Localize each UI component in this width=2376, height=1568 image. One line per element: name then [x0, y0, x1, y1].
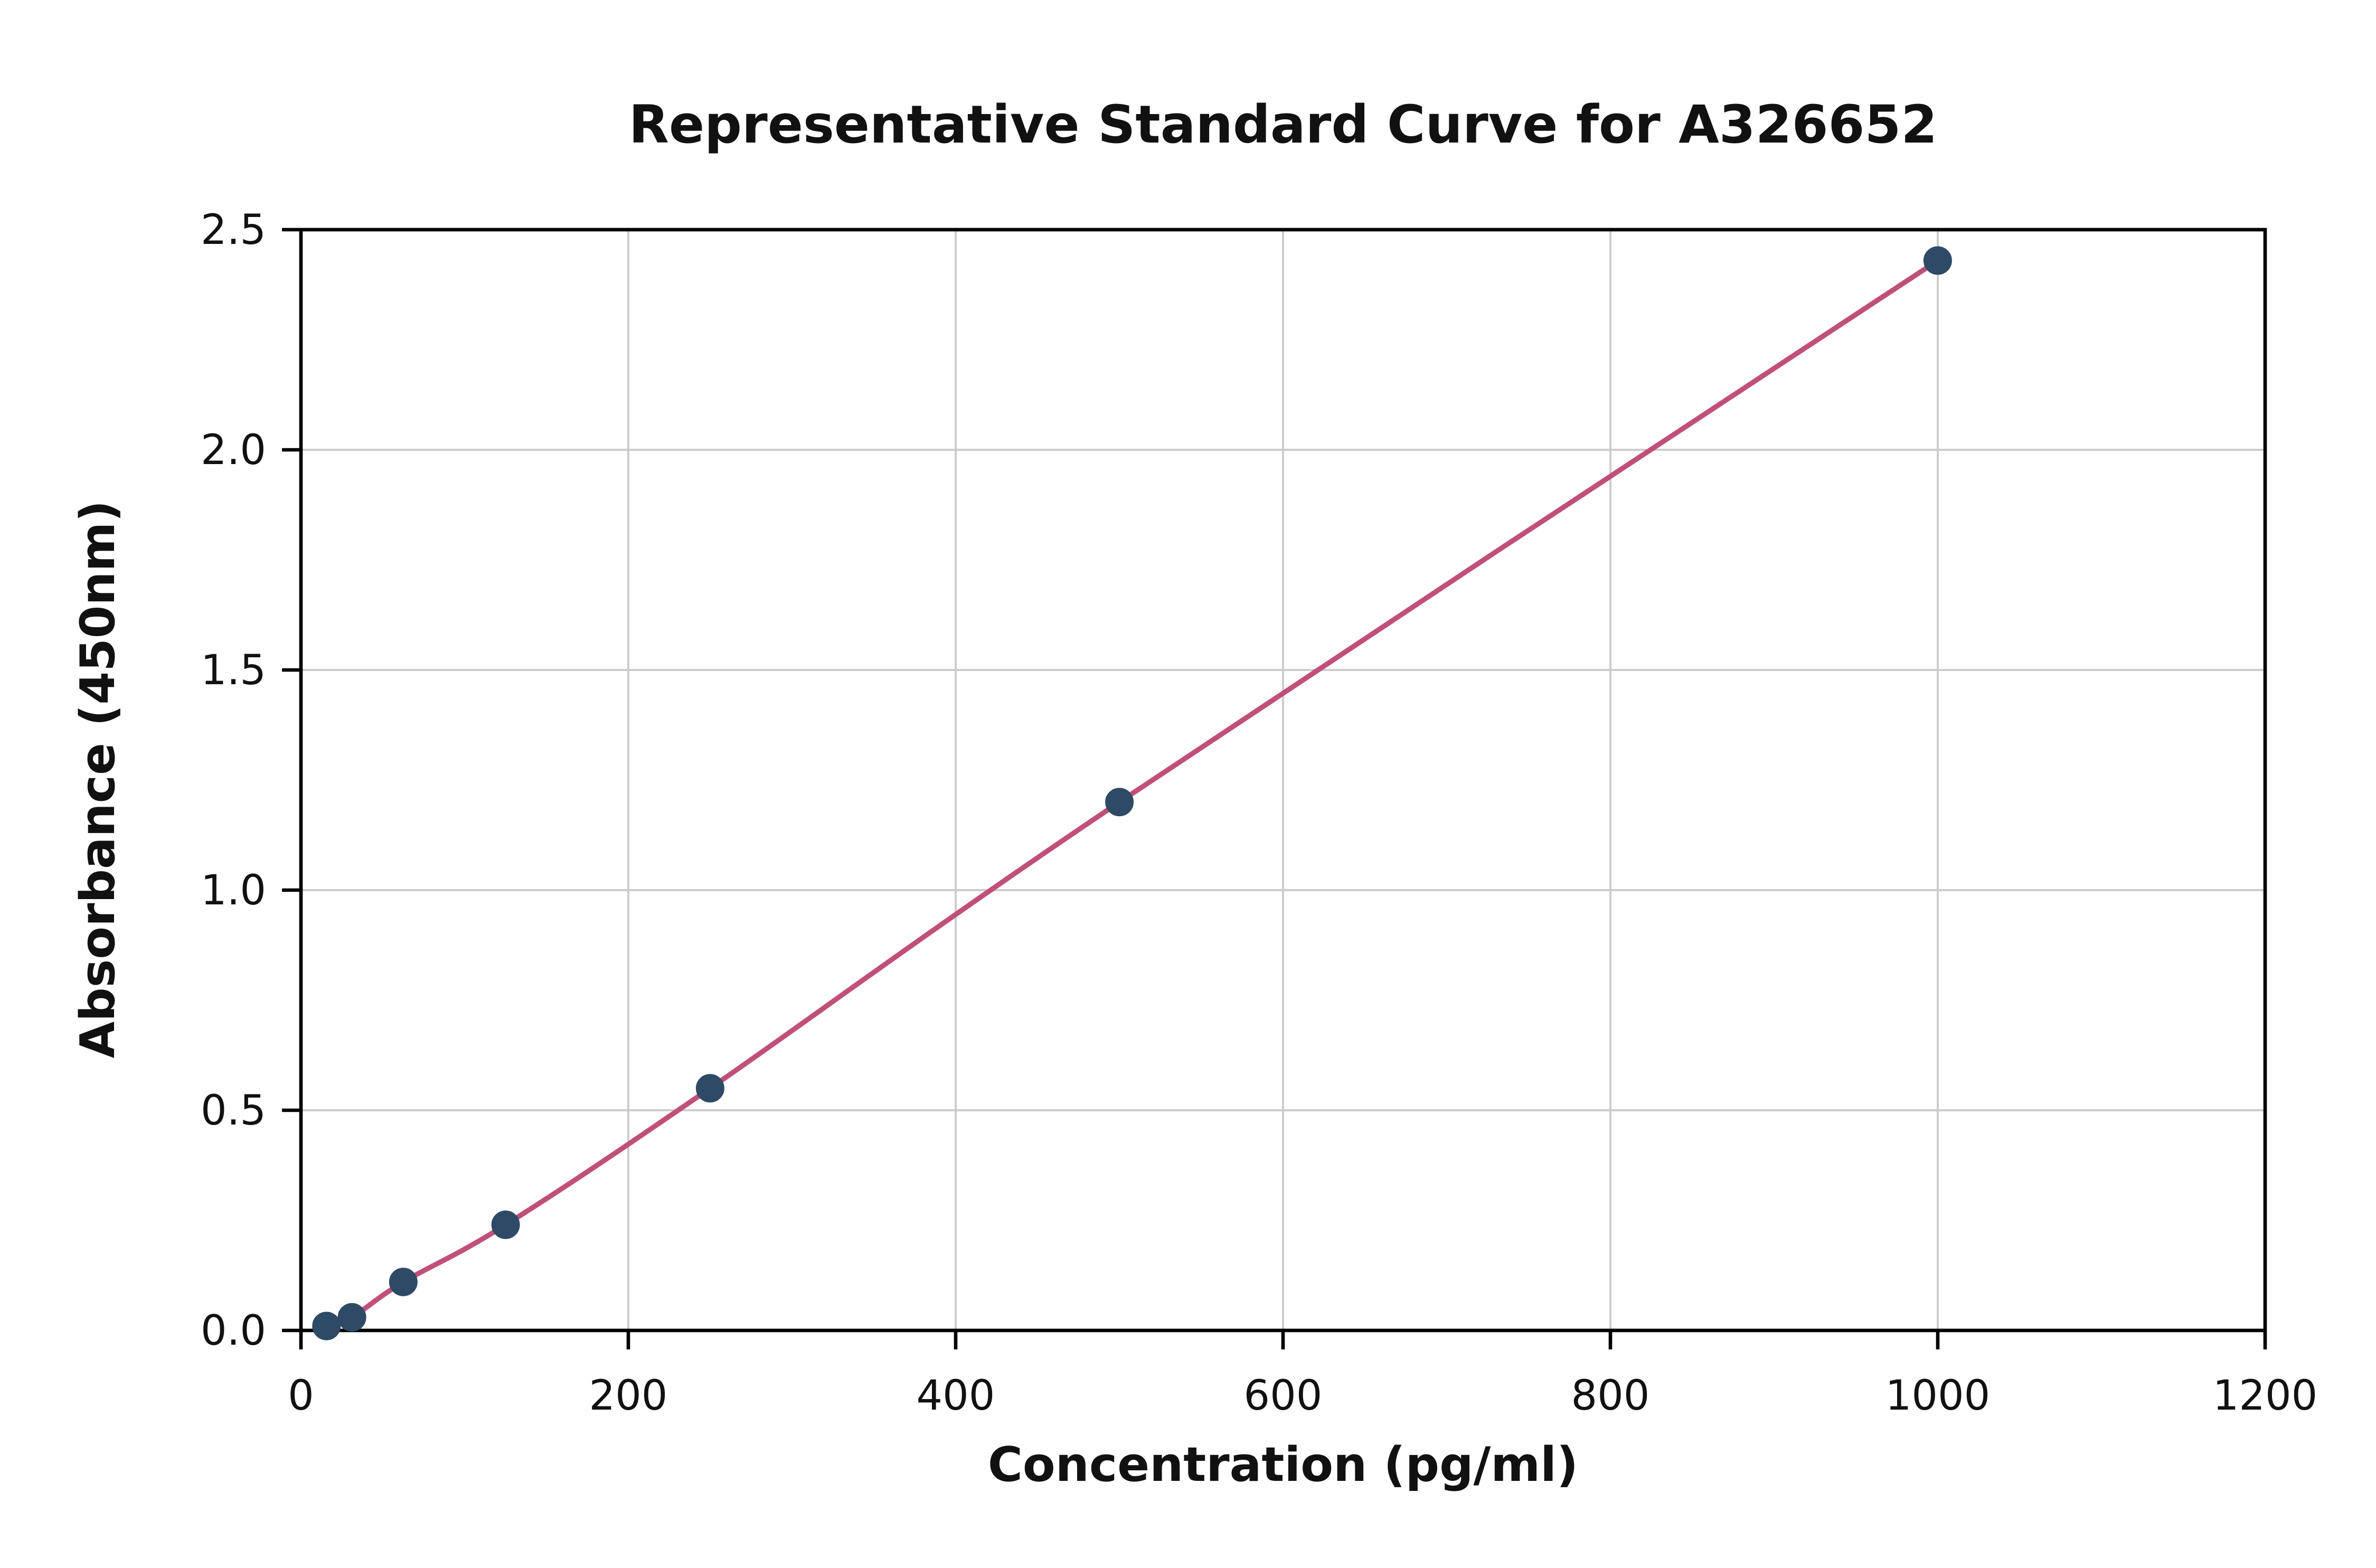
x-tick-label: 0	[288, 1372, 314, 1420]
y-tick-label: 1.5	[201, 647, 266, 694]
y-tick-label: 1.0	[201, 867, 266, 914]
x-tick-label: 200	[589, 1372, 668, 1420]
x-tick-label: 800	[1571, 1372, 1650, 1420]
y-axis-label: Absorbance (450nm)	[70, 500, 126, 1059]
y-tick-label: 2.0	[201, 427, 266, 474]
data-point	[389, 1268, 418, 1297]
y-tick-label: 0.5	[201, 1087, 266, 1135]
data-point	[695, 1074, 724, 1103]
data-point	[1923, 246, 1952, 275]
standard-curve-line	[325, 258, 1939, 1329]
x-axis-label: Concentration (pg/ml)	[988, 1437, 1578, 1493]
y-tick-label: 2.5	[201, 206, 266, 254]
x-tick-label: 400	[917, 1372, 995, 1420]
y-tick-label: 0.0	[201, 1307, 266, 1355]
tick-labels: 0 200 400 600 800 1000 1200 0.0 0.5 1.0 1.5 2.0 2.5	[201, 206, 2317, 1420]
data-point	[1105, 788, 1134, 817]
data-point	[491, 1210, 520, 1239]
data-point	[312, 1311, 341, 1340]
x-tick-label: 600	[1244, 1372, 1323, 1420]
data-point	[337, 1303, 366, 1332]
chart-title: Representative Standard Curve for A32665…	[629, 95, 1937, 155]
x-tick-label: 1000	[1885, 1372, 1991, 1420]
data-points	[312, 246, 1952, 1340]
x-tick-label: 1200	[2213, 1372, 2318, 1420]
axis-ticks	[282, 228, 2267, 1349]
